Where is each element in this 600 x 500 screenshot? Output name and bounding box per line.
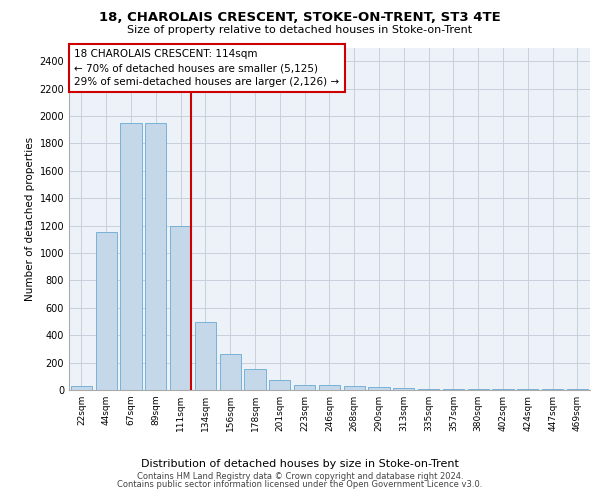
Bar (145, 123, 166, 390)
Bar (170, 226, 191, 390)
Bar (244, 370, 266, 390)
Bar (393, 388, 415, 390)
Bar (95, 232, 117, 390)
Bar (220, 354, 241, 390)
Bar (294, 384, 315, 390)
Bar (344, 386, 365, 390)
Text: 18 CHAROLAIS CRESCENT: 114sqm
← 70% of detached houses are smaller (5,125)
29% o: 18 CHAROLAIS CRESCENT: 114sqm ← 70% of d… (74, 49, 340, 87)
Bar (368, 388, 389, 390)
Bar (319, 385, 340, 390)
Bar (121, 123, 142, 390)
Text: Size of property relative to detached houses in Stoke-on-Trent: Size of property relative to detached ho… (127, 25, 473, 35)
Y-axis label: Number of detached properties: Number of detached properties (25, 136, 35, 301)
Bar (269, 380, 290, 390)
Text: Contains public sector information licensed under the Open Government Licence v3: Contains public sector information licen… (118, 480, 482, 489)
Text: 18, CHAROLAIS CRESCENT, STOKE-ON-TRENT, ST3 4TE: 18, CHAROLAIS CRESCENT, STOKE-ON-TRENT, … (99, 11, 501, 24)
Bar (71, 386, 92, 390)
Text: Distribution of detached houses by size in Stoke-on-Trent: Distribution of detached houses by size … (141, 459, 459, 469)
Bar (418, 389, 439, 390)
Text: Contains HM Land Registry data © Crown copyright and database right 2024.: Contains HM Land Registry data © Crown c… (137, 472, 463, 481)
Bar (195, 322, 216, 390)
